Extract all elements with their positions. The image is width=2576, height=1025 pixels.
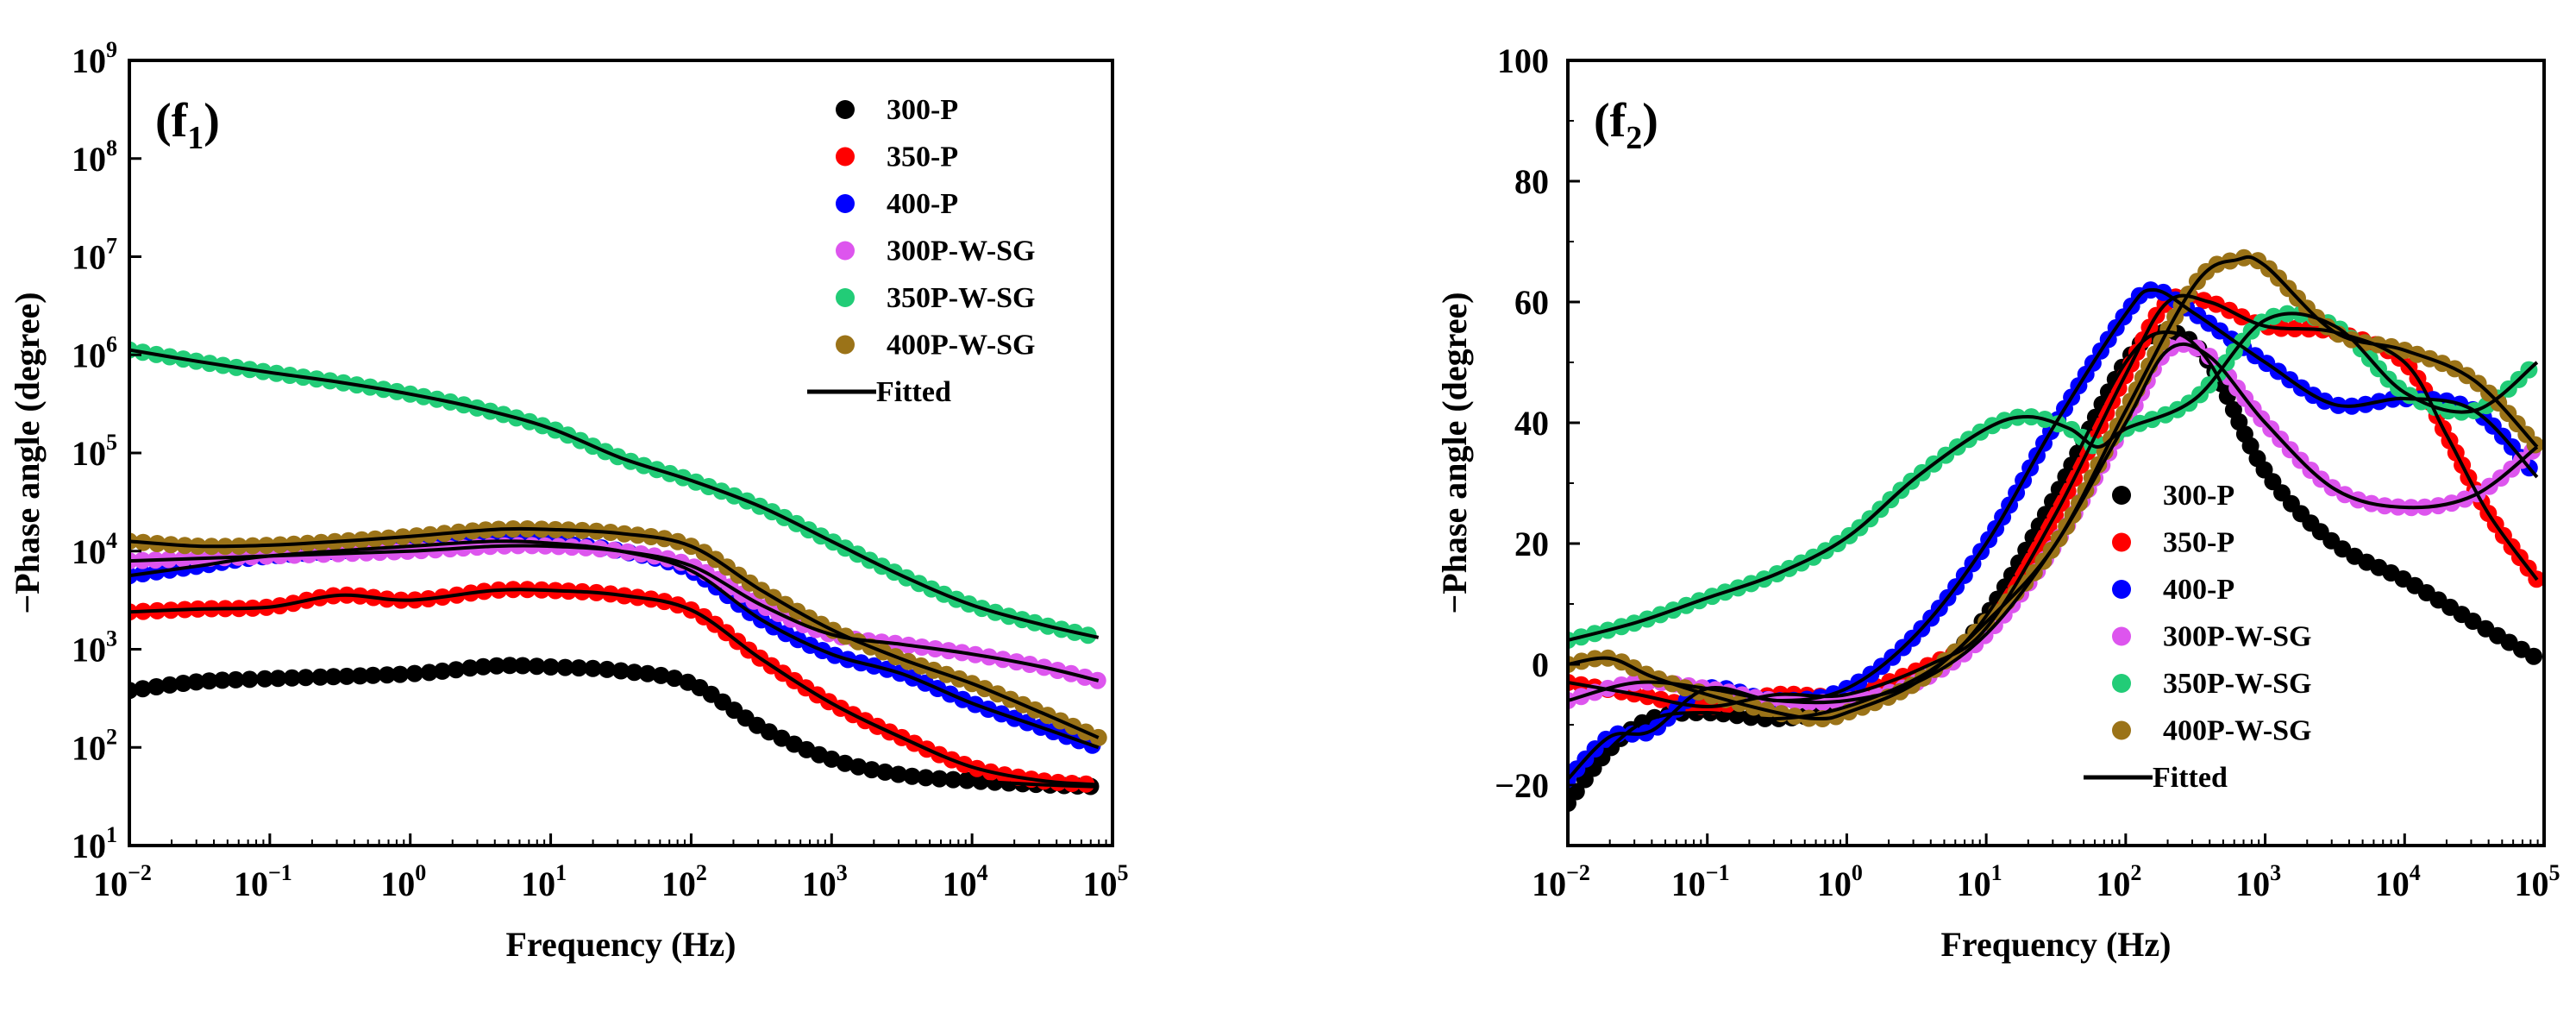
x-tick-label: 102 xyxy=(661,860,707,903)
x-axis-title: Frequency (Hz) xyxy=(1941,925,2172,964)
legend-label: 350P-W-SG xyxy=(2163,668,2312,700)
x-tick-label: 10−2 xyxy=(1532,860,1590,903)
x-tick-label: 101 xyxy=(1957,860,2003,903)
x-tick-label: 100 xyxy=(1817,860,1863,903)
legend-item-400-p: 400-P xyxy=(2112,574,2234,606)
plot-area xyxy=(1568,248,2544,812)
legend-marker xyxy=(2112,486,2131,505)
legend-label: 400-P xyxy=(2163,574,2234,606)
y-tick-label: 105 xyxy=(72,430,117,473)
y-tick-label: 20 xyxy=(1514,525,1549,563)
y-tick-label: 109 xyxy=(72,37,117,80)
legend-label: 400-P xyxy=(887,188,958,220)
legend-marker xyxy=(836,288,855,307)
panel-f2: 10−2 10−1 100 101 102 103 104 105 −20 0 20 40 60 80 10… xyxy=(1435,41,2560,964)
y-tick-label: 101 xyxy=(72,822,117,865)
legend-label: Fitted xyxy=(2153,762,2228,794)
legend-label: 350-P xyxy=(2163,527,2234,559)
legend-item-350p-w-sg: 350P-W-SG xyxy=(836,282,1036,314)
legend-label: 300-P xyxy=(887,94,958,126)
y-tick-label: 60 xyxy=(1514,283,1549,322)
legend-label: Fitted xyxy=(876,376,951,408)
y-axis-title: −Phase angle (degree) xyxy=(1435,292,1474,613)
legend-marker xyxy=(836,335,855,355)
fitted-line-400p-w-sg xyxy=(129,526,1100,739)
legend-item-350-p: 350-P xyxy=(836,141,958,173)
fitted-line-350-p xyxy=(1568,293,2539,709)
y-tick-label: 103 xyxy=(72,626,117,670)
legend-item-300p-w-sg: 300P-W-SG xyxy=(836,236,1036,267)
x-tick-label: 101 xyxy=(521,860,567,903)
legend-item-fitted: Fitted xyxy=(807,376,951,408)
legend-marker xyxy=(2112,720,2131,740)
y-tick-label: 102 xyxy=(72,724,117,767)
legend-marker xyxy=(836,194,855,213)
legend-marker xyxy=(2112,532,2131,552)
x-tick-label: 105 xyxy=(2515,860,2560,903)
fitted-line-300-p xyxy=(129,663,1099,789)
y-axis-title: −Phase angle (degree) xyxy=(8,292,47,613)
legend-item-300-p: 300-P xyxy=(836,94,958,126)
legend-label: 300P-W-SG xyxy=(2163,621,2312,653)
plot-area xyxy=(129,341,1107,795)
y-tick-label: 80 xyxy=(1514,162,1549,201)
legend-item-350p-w-sg: 350P-W-SG xyxy=(2112,668,2312,700)
y-tick-label: −20 xyxy=(1495,766,1549,805)
y-tick-label: 0 xyxy=(1532,645,1549,684)
legend-item-400-p: 400-P xyxy=(836,188,958,220)
x-tick-label: 103 xyxy=(2235,860,2281,903)
legend-marker xyxy=(2112,580,2131,599)
y-tick-label: 104 xyxy=(72,528,117,571)
fitted-line-350-p xyxy=(129,588,1099,787)
legend-marker xyxy=(836,100,855,119)
fitted-line-350p-w-sg xyxy=(129,348,1100,639)
fitted-line-300-p xyxy=(1568,330,2538,805)
legend-label: 300-P xyxy=(2163,480,2234,512)
legend-marker xyxy=(836,241,855,261)
y-tick-label: 107 xyxy=(72,234,117,277)
x-tick-label: 105 xyxy=(1083,860,1129,903)
x-tick-label: 103 xyxy=(802,860,848,903)
x-tick-label: 100 xyxy=(380,860,426,903)
legend-label: 350-P xyxy=(887,141,958,173)
legend: 300-P 350-P 400-P 300P-W-SG 350P-W-SG 400P-W-… xyxy=(807,94,1036,408)
y-tick-label: 100 xyxy=(1497,41,1549,80)
legend-marker xyxy=(2112,674,2131,693)
legend-item-400p-w-sg: 400P-W-SG xyxy=(2112,715,2312,747)
x-tick-label: 10−1 xyxy=(1671,860,1730,903)
y-tick-label: 108 xyxy=(72,135,117,179)
legend: 300-P 350-P 400-P 300P-W-SG 350P-W-SG 400P-W-… xyxy=(2084,480,2312,794)
plot-frame xyxy=(1566,59,2546,847)
fitted-line-350p-w-sg xyxy=(1568,311,2539,642)
x-tick-label: 10−1 xyxy=(234,860,292,903)
legend-item-400p-w-sg: 400P-W-SG xyxy=(836,330,1036,362)
panel-f1: 10−2 10−1 100 101 102 103 104 105 101 102 103 104 10… xyxy=(8,37,1129,964)
y-tick-label: 106 xyxy=(72,331,117,374)
fitted-line-300p-w-sg xyxy=(129,544,1100,682)
x-tick-label: 104 xyxy=(2375,860,2421,903)
fitted-line-300p-w-sg xyxy=(1568,342,2539,705)
legend-label: 400P-W-SG xyxy=(2163,715,2312,747)
legend-marker xyxy=(2112,626,2131,646)
series-400-p xyxy=(129,532,1101,754)
fitted-line-400p-w-sg xyxy=(1568,255,2539,721)
legend-item-300-p: 300-P xyxy=(2112,480,2234,512)
panel-label: (f2) xyxy=(1594,94,1658,156)
legend-label: 300P-W-SG xyxy=(887,236,1036,267)
legend-item-350-p: 350-P xyxy=(2112,527,2234,559)
y-tick-label: 40 xyxy=(1514,404,1549,443)
x-tick-label: 10−2 xyxy=(93,860,152,903)
x-tick-label: 102 xyxy=(2096,860,2141,903)
panel-label: (f1) xyxy=(155,94,220,156)
x-axis-title: Frequency (Hz) xyxy=(506,925,736,964)
legend-item-300p-w-sg: 300P-W-SG xyxy=(2112,621,2312,653)
legend-item-fitted: Fitted xyxy=(2084,762,2228,794)
legend-marker xyxy=(836,147,855,167)
x-tick-label: 104 xyxy=(943,860,988,903)
legend-label: 400P-W-SG xyxy=(887,330,1036,362)
legend-label: 350P-W-SG xyxy=(887,282,1036,314)
